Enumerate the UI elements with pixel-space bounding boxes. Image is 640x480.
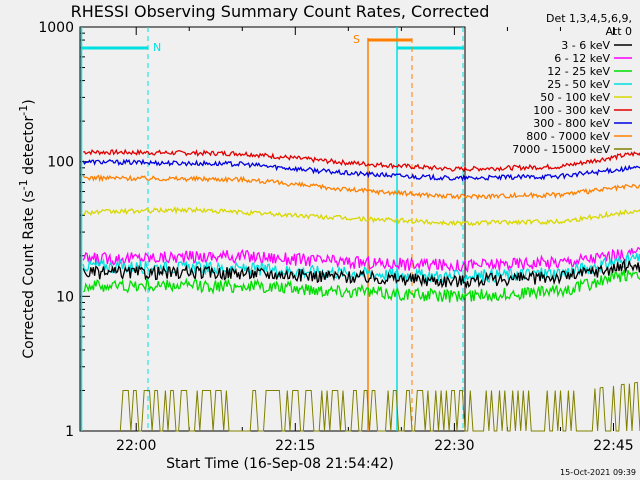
- y-tick-label: 1000: [38, 20, 74, 36]
- chart-title: RHESSI Observing Summary Count Rates, Co…: [71, 2, 490, 21]
- legend-header-attenuator: Att 0: [606, 25, 632, 38]
- plot-area: [79, 26, 466, 432]
- x-tick-label: 22:15: [275, 438, 315, 454]
- series-line: [82, 246, 640, 273]
- legend-entry-label: 100 - 300 keV: [533, 104, 610, 117]
- series-line: [82, 269, 640, 303]
- legend-entry-label: 25 - 50 keV: [547, 78, 610, 91]
- night-label: N: [153, 41, 161, 54]
- night-saa-markers: [80, 27, 464, 431]
- legend-entry-label: 12 - 25 keV: [547, 65, 610, 78]
- series-line: [83, 206, 640, 228]
- series-line: [119, 381, 640, 432]
- saa-label: S: [353, 33, 360, 46]
- y-axis-label: Corrected Count Rate (s-1 detector-1): [17, 99, 37, 358]
- series-lines: [82, 148, 640, 432]
- series-line: [82, 174, 640, 201]
- legend-entry-label: 7000 - 15000 keV: [512, 143, 610, 156]
- x-axis-label: Start Time (16-Sep-08 21:54:42): [166, 456, 394, 472]
- series-line: [82, 258, 640, 289]
- legend-header-detectors: Det 1,3,4,5,6,9,: [546, 12, 632, 25]
- legend-entry-label: 6 - 12 keV: [554, 52, 610, 65]
- legend-entry-label: 50 - 100 keV: [540, 91, 610, 104]
- legend-entry-label: 800 - 7000 keV: [526, 130, 610, 143]
- y-tick-label: 10: [56, 289, 74, 305]
- series-line: [83, 148, 640, 173]
- timestamp: 15-Oct-2021 09:39: [560, 468, 636, 477]
- y-tick-label: 100: [47, 155, 74, 171]
- x-tick-label: 22:30: [434, 438, 474, 454]
- legend-entry-label: 3 - 6 keV: [561, 39, 610, 52]
- legend-entry-label: 300 - 800 keV: [533, 117, 610, 130]
- series-line: [82, 158, 640, 182]
- x-tick-label: 22:45: [593, 438, 633, 454]
- x-tick-label: 22:00: [116, 438, 156, 454]
- y-tick-label: 1: [65, 424, 74, 440]
